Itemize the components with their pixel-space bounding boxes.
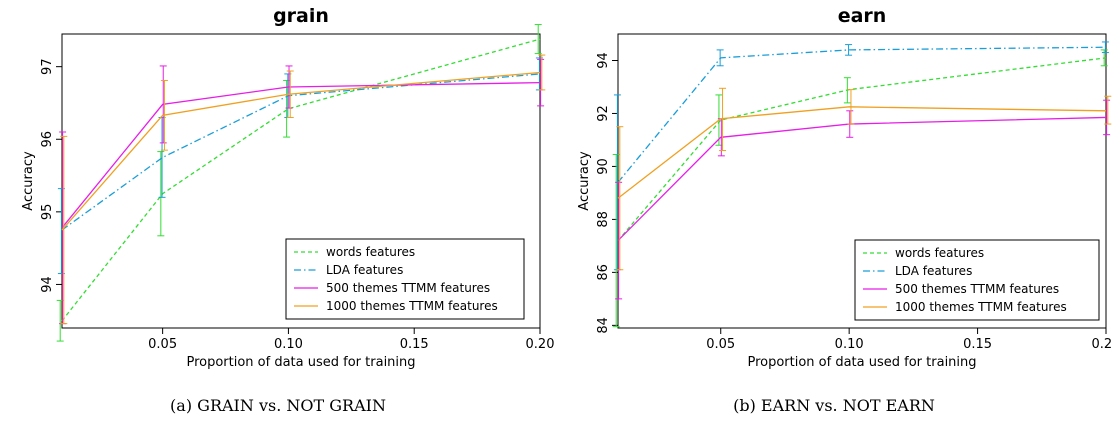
legend-label: 500 themes TTMM features bbox=[895, 282, 1059, 296]
caption-earn: (b) EARN vs. NOT EARN bbox=[733, 396, 935, 415]
series-line bbox=[617, 57, 1107, 242]
y-axis-label: Accuracy bbox=[21, 151, 36, 211]
y-tick-label: 84 bbox=[596, 317, 611, 334]
series-line bbox=[617, 106, 1107, 199]
y-tick-label: 94 bbox=[40, 276, 55, 293]
legend-label: LDA features bbox=[895, 264, 972, 278]
series-line bbox=[61, 38, 541, 322]
legend-label: 1000 themes TTMM features bbox=[895, 300, 1067, 314]
x-tick-label: 0.15 bbox=[963, 337, 992, 352]
y-axis-label: Accuracy bbox=[577, 151, 592, 211]
x-tick-label: 0.15 bbox=[400, 337, 429, 352]
y-tick-label: 86 bbox=[596, 264, 611, 281]
x-tick-label: 0.20 bbox=[526, 337, 555, 352]
series-line bbox=[617, 116, 1107, 242]
chart-earn: earn 0.05 0.10 0.15 0.20 84 86 88 90 92 94 Proporti… bbox=[577, 5, 1112, 370]
legend-label: words features bbox=[895, 246, 984, 260]
legend-label: LDA features bbox=[326, 263, 403, 277]
plot-frame bbox=[617, 33, 1107, 329]
x-tick-label: 0.05 bbox=[706, 337, 735, 352]
x-tick-label: 0.05 bbox=[148, 337, 177, 352]
legend-box bbox=[285, 238, 525, 320]
y-tick-label: 94 bbox=[596, 52, 611, 69]
y-tick-label: 95 bbox=[40, 204, 55, 221]
chart-grain: grain 0.05 0.10 0.15 0.20 94 95 96 97 Proportion … bbox=[21, 5, 554, 370]
x-axis-label: Proportion of data used for training bbox=[747, 355, 976, 370]
series-line bbox=[61, 71, 541, 231]
y-tick-label: 90 bbox=[596, 158, 611, 175]
series-line bbox=[617, 46, 1107, 183]
legend-box bbox=[854, 239, 1100, 321]
y-tick-label: 88 bbox=[596, 211, 611, 228]
plot-frame bbox=[61, 33, 541, 329]
caption-grain: (a) GRAIN vs. NOT GRAIN bbox=[170, 396, 386, 415]
legend-label: 1000 themes TTMM features bbox=[326, 299, 498, 313]
x-tick-label: 0.10 bbox=[835, 337, 864, 352]
chart-title: earn bbox=[838, 5, 887, 27]
series-line bbox=[61, 81, 541, 229]
x-tick-label: 0.20 bbox=[1092, 337, 1112, 352]
legend-label: 500 themes TTMM features bbox=[326, 281, 490, 295]
series-line bbox=[61, 73, 541, 231]
y-tick-label: 97 bbox=[40, 58, 55, 75]
x-axis-label: Proportion of data used for training bbox=[186, 355, 415, 370]
chart-title: grain bbox=[273, 5, 329, 27]
legend-label: words features bbox=[326, 245, 415, 259]
x-tick-label: 0.10 bbox=[274, 337, 303, 352]
y-tick-label: 92 bbox=[596, 105, 611, 122]
y-tick-label: 96 bbox=[40, 131, 55, 148]
